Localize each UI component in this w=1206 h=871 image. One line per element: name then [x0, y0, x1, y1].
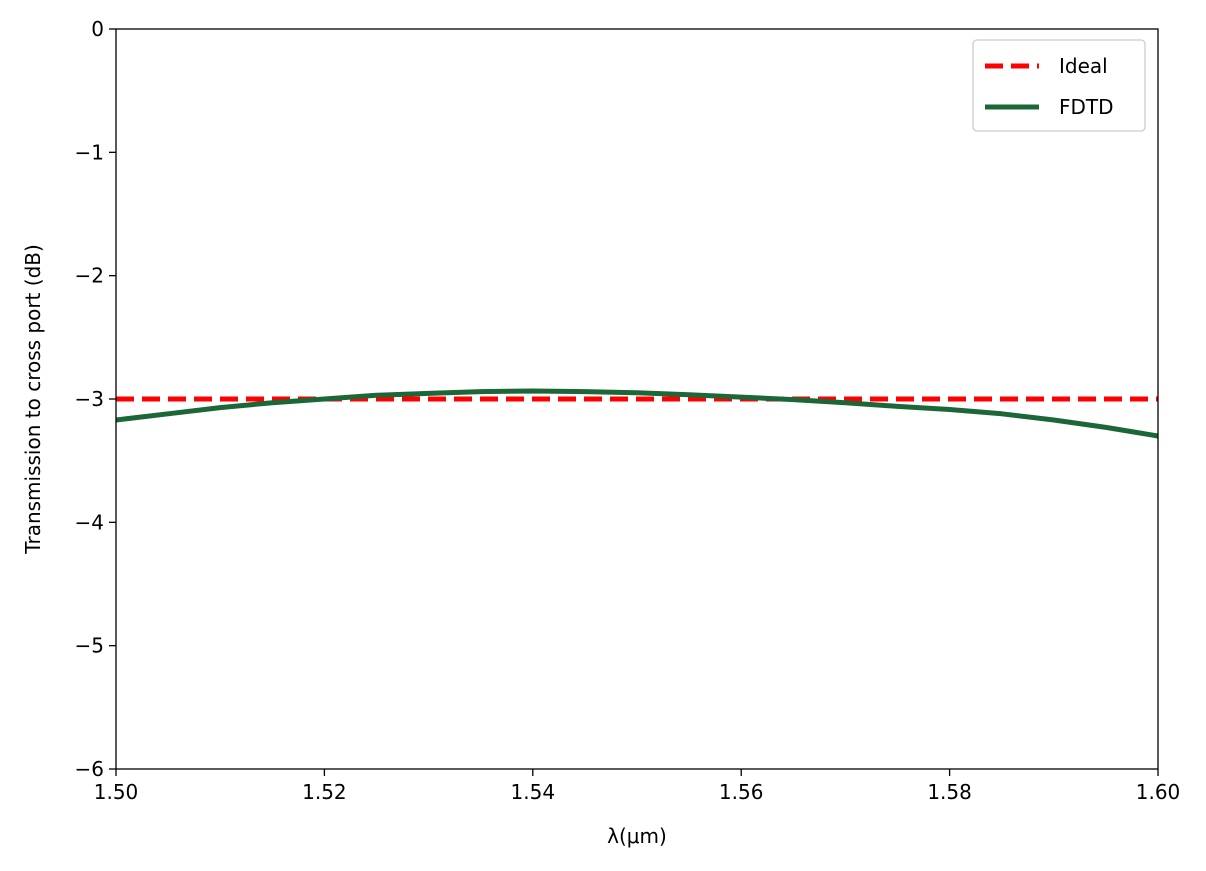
legend-label-ideal: Ideal [1059, 54, 1108, 78]
y-tick-label: −6 [75, 757, 104, 781]
x-axis-label: λ(μm) [607, 824, 667, 848]
y-axis: 0 −1 −2 −3 −4 −5 −6 [75, 17, 116, 781]
x-tick-label: 1.52 [302, 780, 347, 804]
x-tick-label: 1.60 [1136, 780, 1181, 804]
series-layer [116, 388, 1158, 439]
x-tick-label: 1.56 [719, 780, 764, 804]
x-tick-label: 1.58 [927, 780, 972, 804]
x-tick-label: 1.54 [511, 780, 556, 804]
legend-label-fdtd: FDTD [1059, 95, 1114, 119]
x-axis: 1.50 1.52 1.54 1.56 1.58 1.60 [94, 769, 1181, 804]
legend: Ideal FDTD [972, 39, 1146, 132]
y-tick-label: −5 [75, 634, 104, 658]
series-line-fdtd [116, 388, 1158, 439]
y-tick-label: −4 [75, 510, 104, 534]
y-tick-label: −1 [75, 140, 104, 164]
y-tick-label: −3 [75, 387, 104, 411]
y-tick-label: 0 [91, 17, 104, 41]
y-tick-label: −2 [75, 264, 104, 288]
x-tick-label: 1.50 [94, 780, 139, 804]
y-axis-label: Transmission to cross port (dB) [21, 244, 45, 555]
